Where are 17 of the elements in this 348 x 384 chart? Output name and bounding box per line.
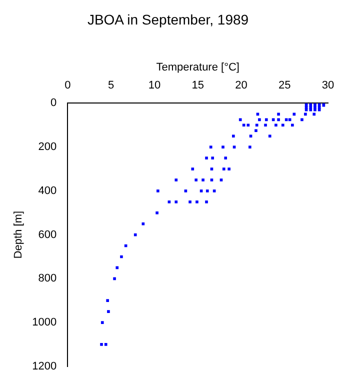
x-tick-label: 15 <box>192 80 204 92</box>
y-tick-label: 400 <box>38 184 57 197</box>
y-tick-label: 200 <box>38 141 57 154</box>
chart-title: JBOA in September, 1989 <box>87 11 249 28</box>
x-tick-label: 5 <box>108 80 114 92</box>
x-tick-label: 20 <box>235 80 248 92</box>
x-axis-title: Temperature [°C] <box>156 61 240 74</box>
x-tick-label: 30 <box>322 80 334 92</box>
y-tick-label: 800 <box>38 272 57 285</box>
y-axis-title: Depth [m] <box>12 210 25 259</box>
y-tick-label: 1200 <box>32 360 57 372</box>
y-tick-label: 1000 <box>32 316 57 329</box>
y-tick-label: 600 <box>38 228 57 241</box>
x-tick-label: 0 <box>64 80 71 92</box>
y-tick-label: 0 <box>50 97 57 110</box>
x-tick-label: 10 <box>148 80 161 92</box>
x-tick-label: 25 <box>278 80 291 92</box>
